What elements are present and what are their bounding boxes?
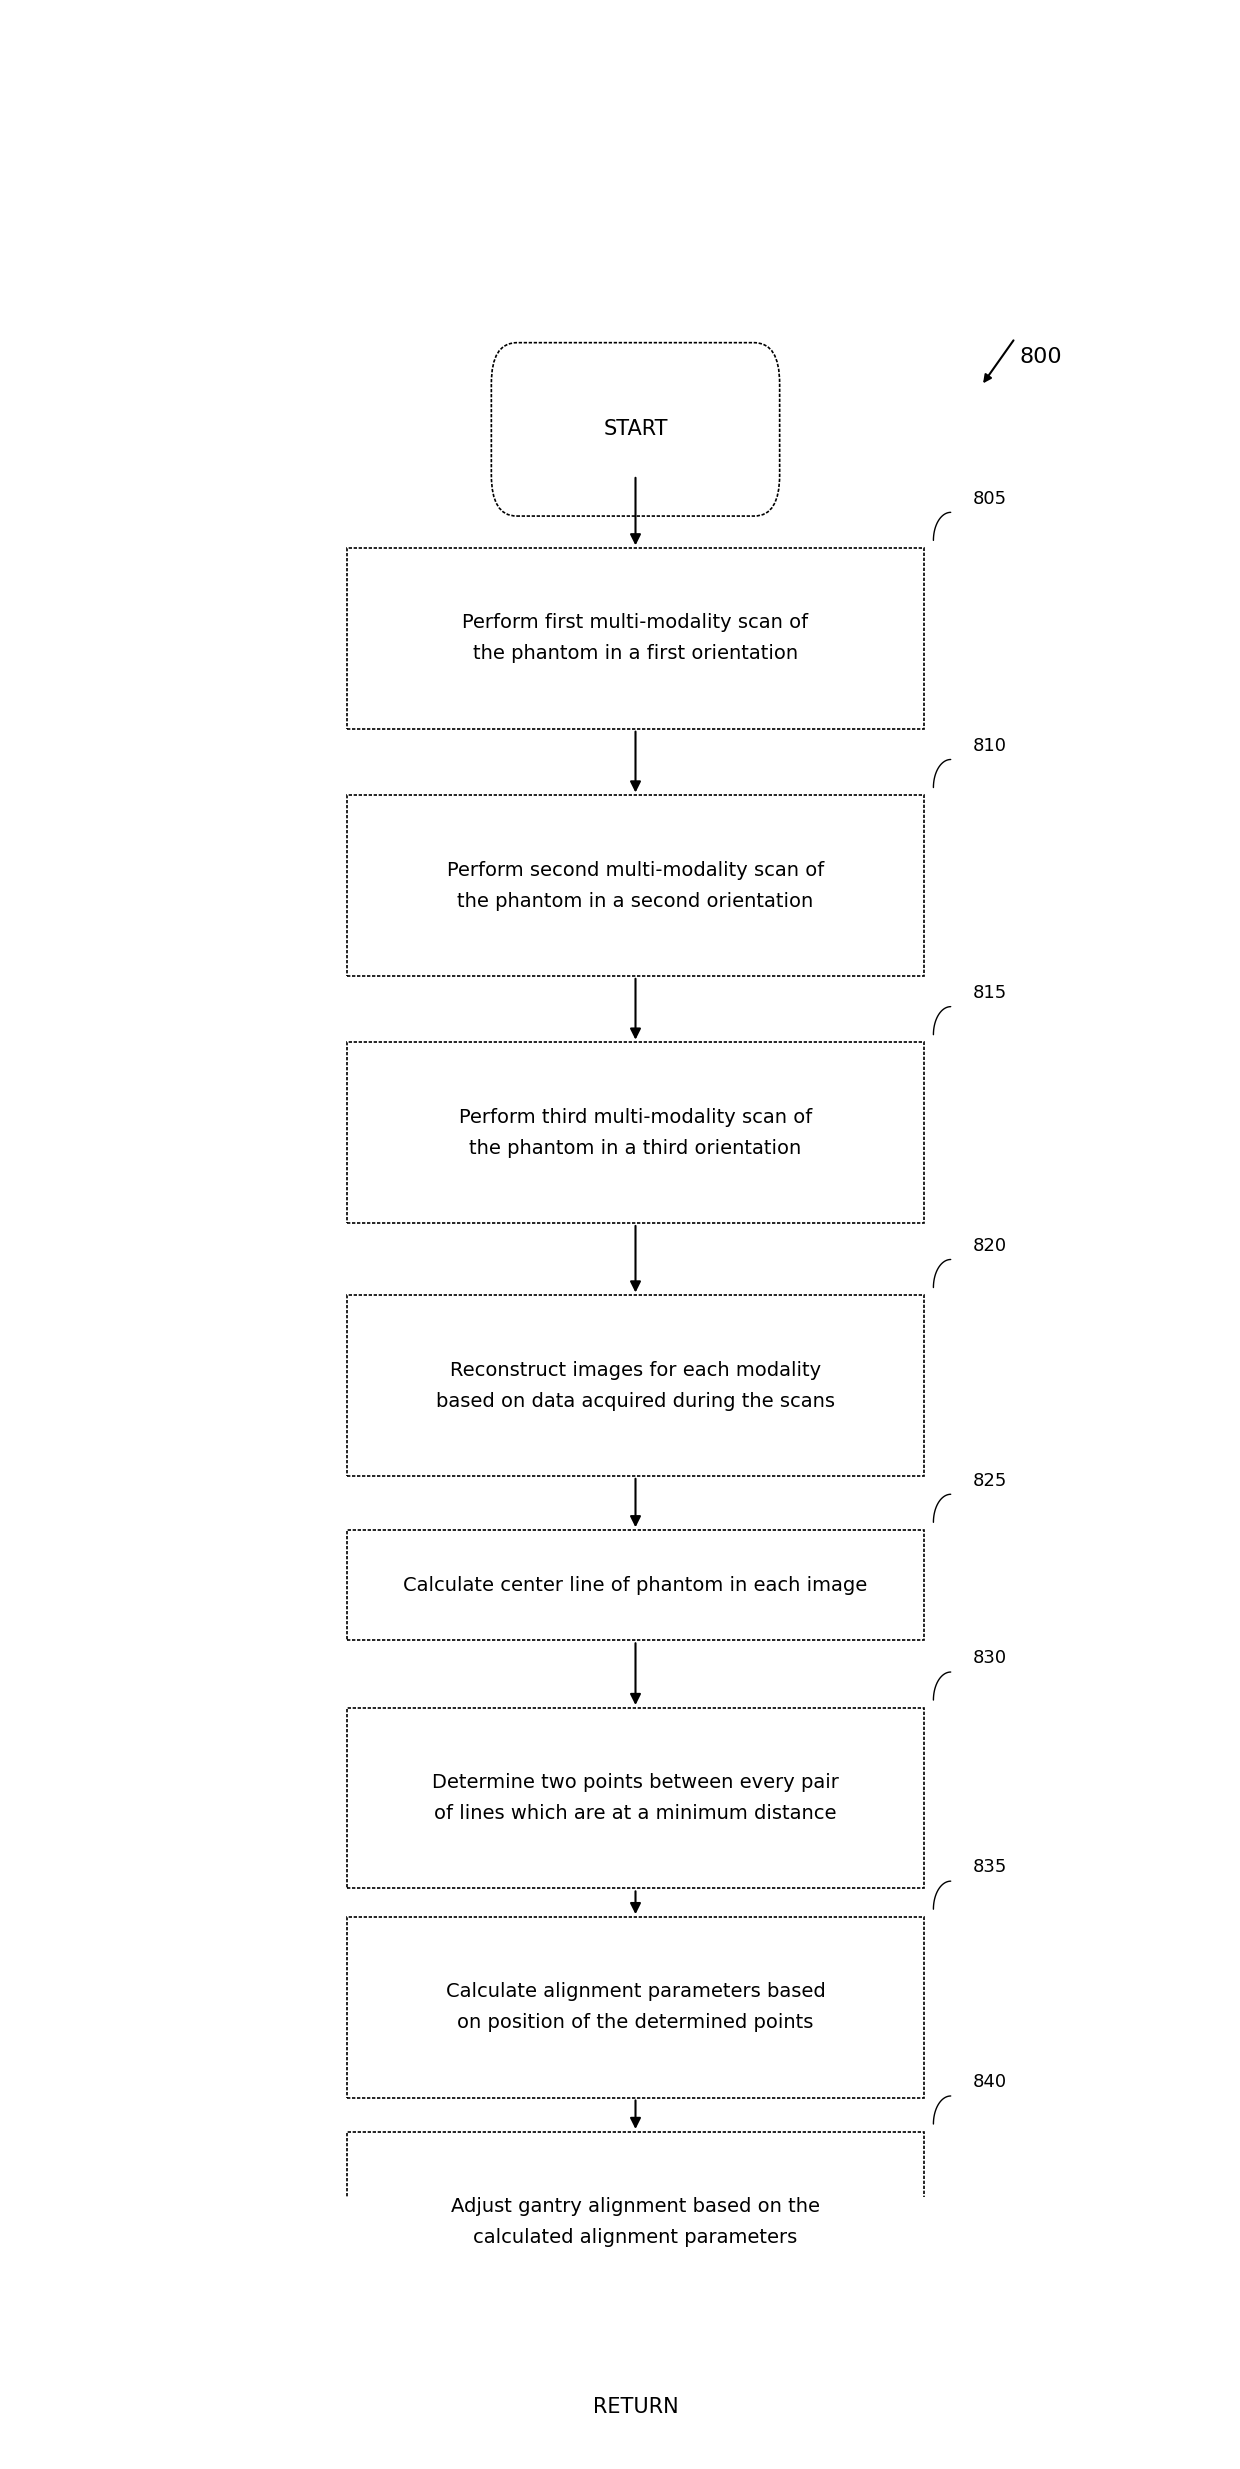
Text: 830: 830	[973, 1649, 1007, 1667]
Text: 815: 815	[973, 985, 1007, 1002]
Text: Calculate alignment parameters based
on position of the determined points: Calculate alignment parameters based on …	[445, 1983, 826, 2032]
Text: RETURN: RETURN	[593, 2397, 678, 2417]
Text: Perform third multi-modality scan of
the phantom in a third orientation: Perform third multi-modality scan of the…	[459, 1109, 812, 1158]
Text: 820: 820	[973, 1237, 1007, 1254]
Text: 805: 805	[973, 489, 1007, 509]
Text: 810: 810	[973, 736, 1007, 756]
Bar	[347, 1709, 924, 1889]
Bar	[347, 1531, 924, 1639]
Text: Adjust gantry alignment based on the
calculated alignment parameters: Adjust gantry alignment based on the cal…	[451, 2197, 820, 2247]
Text: Perform first multi-modality scan of
the phantom in a first orientation: Perform first multi-modality scan of the…	[463, 612, 808, 664]
Bar	[347, 1296, 924, 1476]
Text: Perform second multi-modality scan of
the phantom in a second orientation: Perform second multi-modality scan of th…	[446, 862, 825, 911]
FancyBboxPatch shape	[491, 343, 780, 516]
Text: Reconstruct images for each modality
based on data acquired during the scans: Reconstruct images for each modality bas…	[436, 1360, 835, 1410]
Text: 825: 825	[973, 1472, 1007, 1489]
Text: 800: 800	[1019, 348, 1063, 368]
Text: 835: 835	[973, 1859, 1007, 1876]
Bar	[347, 1042, 924, 1222]
Text: Calculate center line of phantom in each image: Calculate center line of phantom in each…	[403, 1575, 868, 1595]
Text: 840: 840	[973, 2074, 1007, 2091]
Bar	[347, 2131, 924, 2313]
Bar	[347, 548, 924, 728]
Text: Determine two points between every pair
of lines which are at a minimum distance: Determine two points between every pair …	[432, 1773, 839, 1822]
Bar	[347, 1916, 924, 2099]
FancyBboxPatch shape	[491, 2321, 780, 2469]
Text: START: START	[603, 420, 668, 439]
Bar	[347, 795, 924, 975]
